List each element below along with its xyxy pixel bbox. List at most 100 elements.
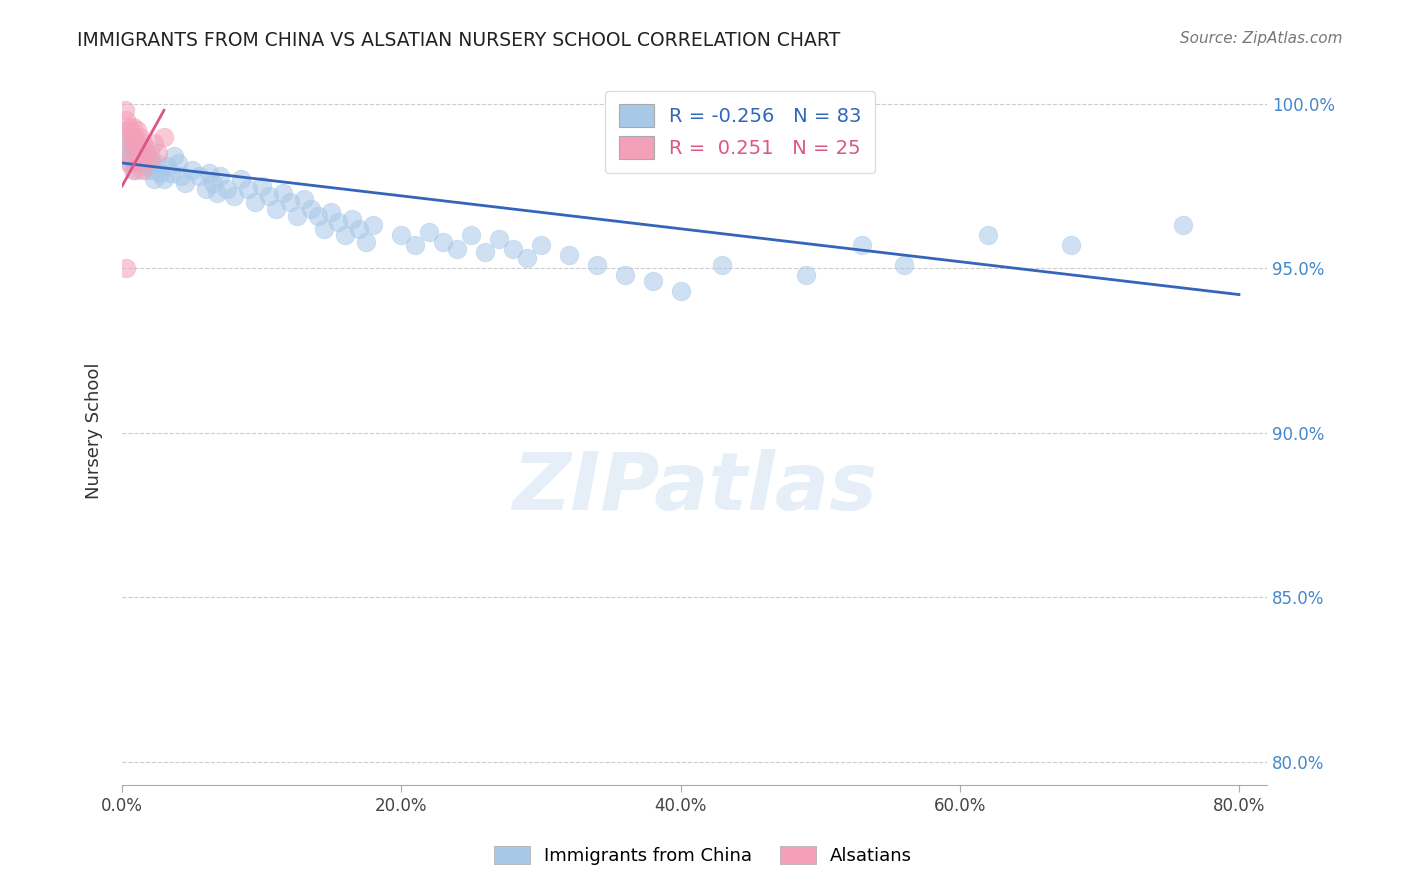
Point (976, 228, 998, 243)
Point (257, 189, 280, 203)
Legend: R = -0.256   N = 83, R =  0.251   N = 25: R = -0.256 N = 83, R = 0.251 N = 25 (605, 91, 876, 172)
Point (125, 146, 148, 161)
Point (356, 235, 378, 249)
Point (124, 129, 146, 144)
Point (488, 232, 510, 246)
Point (460, 228, 482, 243)
Point (349, 221, 371, 235)
Point (363, 219, 385, 233)
Point (153, 172, 176, 186)
Point (271, 186, 294, 200)
Point (139, 143, 162, 157)
Point (711, 258, 734, 272)
Point (117, 149, 139, 163)
Point (167, 156, 190, 170)
Point (516, 252, 538, 266)
Point (215, 182, 238, 196)
Point (128, 143, 150, 157)
Point (117, 123, 139, 137)
Point (893, 258, 915, 272)
Point (115, 261, 138, 276)
Point (121, 136, 143, 151)
Point (117, 146, 139, 161)
Point (389, 228, 412, 243)
Point (149, 166, 172, 180)
Point (250, 179, 273, 194)
Point (115, 113, 138, 128)
Point (120, 143, 142, 157)
Point (143, 172, 166, 186)
Point (114, 103, 136, 118)
Point (114, 129, 136, 144)
Point (122, 120, 145, 134)
Point (205, 186, 228, 200)
Point (148, 146, 170, 161)
Point (236, 182, 259, 196)
Point (669, 285, 692, 299)
Point (129, 149, 152, 163)
Point (342, 211, 364, 226)
Point (139, 153, 162, 167)
Point (132, 139, 155, 153)
Point (134, 149, 156, 163)
Point (278, 195, 301, 210)
Point (314, 221, 336, 235)
Point (122, 153, 145, 167)
Point (146, 156, 169, 170)
Point (201, 176, 224, 190)
Point (120, 156, 142, 170)
Point (135, 159, 157, 173)
Text: IMMIGRANTS FROM CHINA VS ALSATIAN NURSERY SCHOOL CORRELATION CHART: IMMIGRANTS FROM CHINA VS ALSATIAN NURSER… (77, 31, 841, 50)
Point (170, 169, 193, 183)
Point (558, 248, 581, 262)
Point (118, 156, 141, 170)
Point (136, 162, 159, 177)
Point (194, 182, 217, 196)
Point (143, 136, 166, 151)
Point (173, 176, 195, 190)
Point (132, 136, 155, 151)
Point (613, 268, 636, 282)
Point (127, 123, 149, 137)
Text: Source: ZipAtlas.com: Source: ZipAtlas.com (1180, 31, 1343, 46)
Point (180, 162, 202, 177)
Point (446, 242, 468, 256)
Point (124, 162, 146, 177)
Point (243, 195, 266, 210)
Point (321, 205, 343, 219)
Point (585, 258, 607, 272)
Point (229, 172, 252, 186)
Point (141, 153, 163, 167)
Point (328, 215, 350, 229)
Point (128, 156, 150, 170)
Point (156, 159, 179, 173)
Point (641, 274, 664, 288)
Point (474, 244, 496, 259)
Text: ZIPatlas: ZIPatlas (512, 449, 877, 526)
Point (299, 202, 322, 216)
Point (335, 228, 357, 243)
Y-axis label: Nursery School: Nursery School (86, 363, 103, 500)
Point (1171, 219, 1194, 233)
Point (138, 153, 160, 167)
Point (851, 238, 873, 252)
Point (264, 202, 287, 216)
Point (187, 169, 209, 183)
Point (285, 209, 308, 223)
Point (135, 146, 157, 161)
Point (115, 139, 138, 153)
Point (129, 129, 152, 144)
Point (153, 129, 176, 144)
Point (131, 162, 153, 177)
Point (163, 149, 186, 163)
Point (794, 268, 817, 282)
Point (131, 156, 153, 170)
Point (134, 153, 156, 167)
Point (122, 162, 145, 177)
Point (160, 166, 183, 180)
Point (208, 169, 231, 183)
Point (121, 136, 143, 151)
Point (142, 162, 165, 177)
Legend: Immigrants from China, Alsatians: Immigrants from China, Alsatians (486, 838, 920, 872)
Point (418, 225, 440, 239)
